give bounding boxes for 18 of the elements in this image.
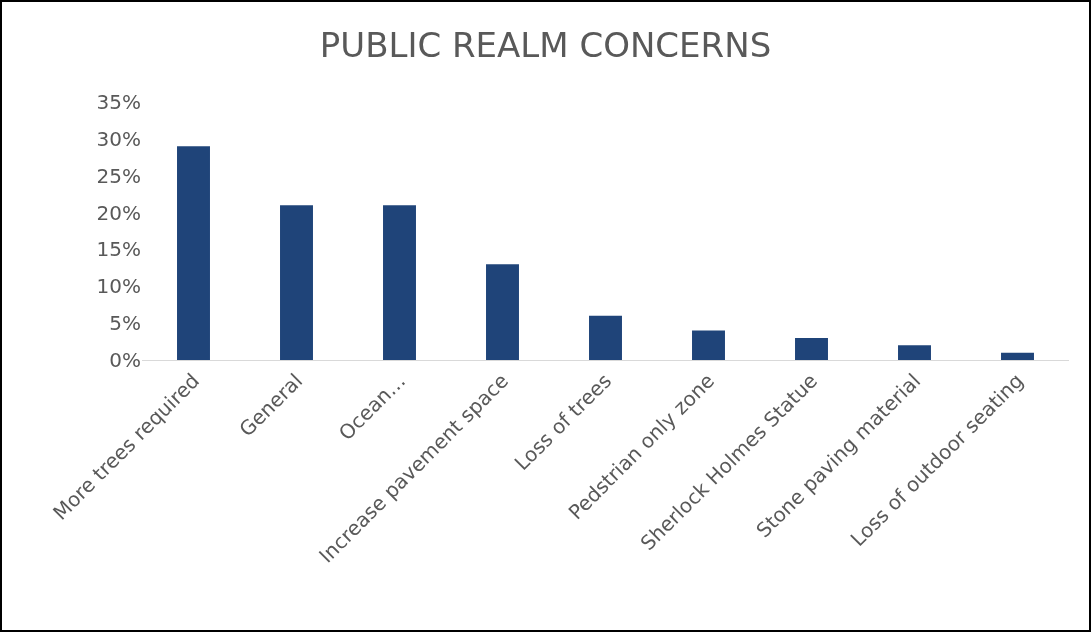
y-tick-label: 15% [96,237,141,262]
y-tick-label: 5% [109,311,141,336]
bar [589,315,622,360]
bar [383,205,416,360]
bar [898,345,931,360]
bar [795,337,828,360]
bar [177,146,210,360]
bar [692,330,725,360]
y-tick-label: 25% [96,163,141,188]
bar [280,205,313,360]
bar [486,264,519,360]
y-tick-label: 10% [96,274,141,299]
chart-title: PUBLIC REALM CONCERNS [319,25,772,66]
y-tick-label: 20% [96,200,141,225]
bar [1001,352,1034,360]
y-tick-label: 30% [96,126,141,151]
y-tick-label: 0% [109,348,141,372]
y-tick-label: 35% [96,90,141,114]
